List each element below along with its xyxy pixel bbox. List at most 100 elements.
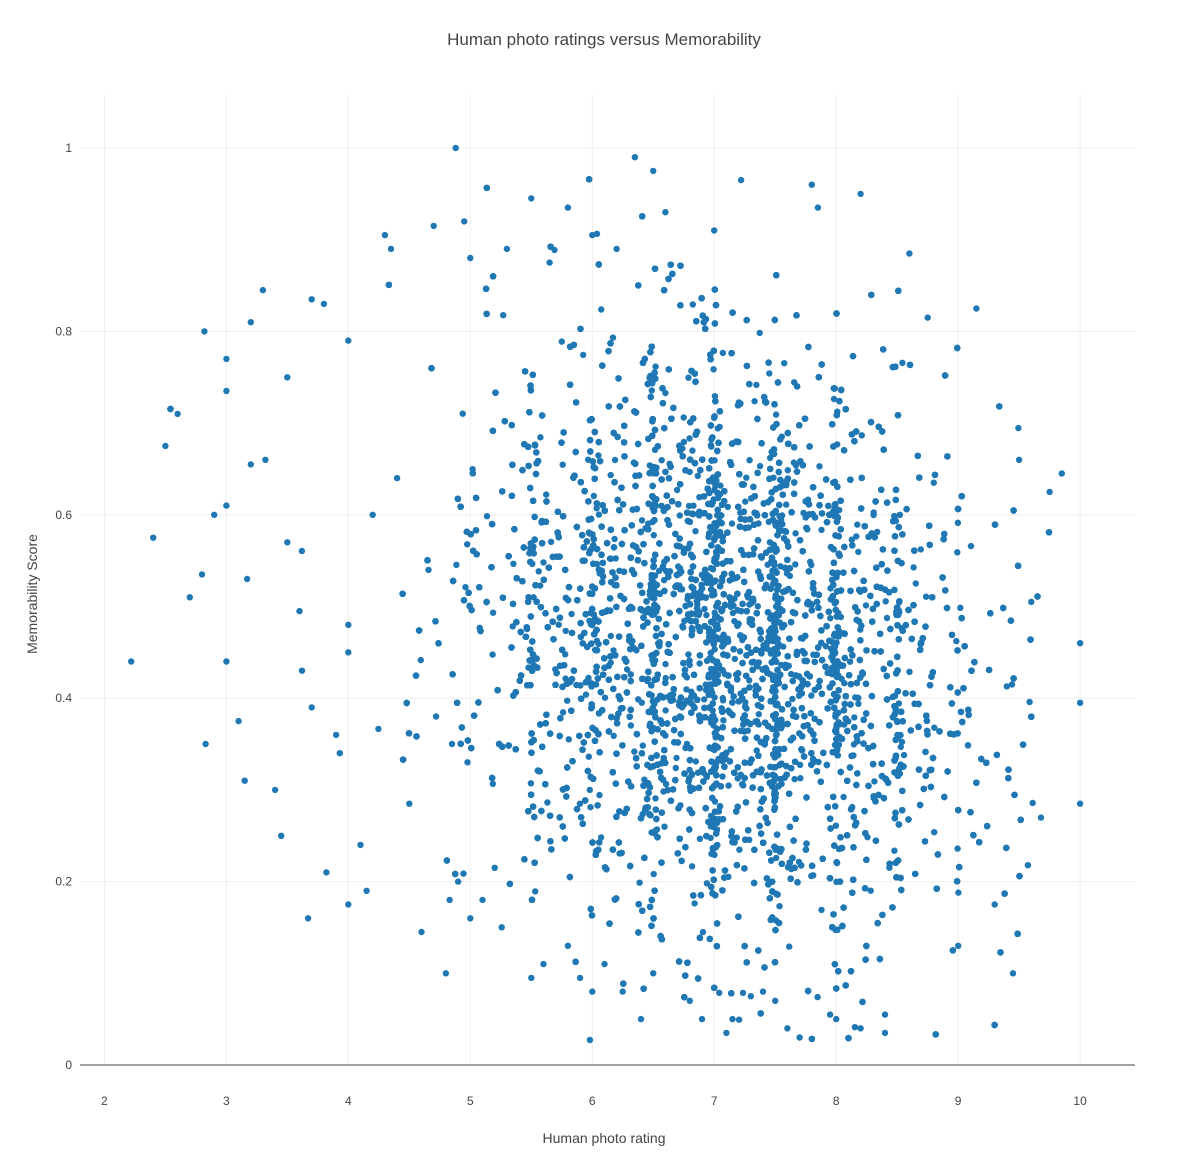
scatter-point (719, 697, 727, 704)
scatter-point (652, 795, 659, 802)
scatter-point (766, 454, 774, 462)
scatter-point (417, 656, 424, 664)
scatter-point (848, 536, 855, 543)
scatter-point (1026, 698, 1033, 706)
scatter-point (623, 666, 631, 673)
scatter-point (662, 660, 669, 668)
scatter-point (846, 658, 854, 665)
scatter-point (595, 452, 602, 459)
scatter-point (650, 870, 657, 878)
scatter-point (808, 872, 815, 880)
scatter-point (796, 761, 804, 768)
scatter-point (867, 887, 874, 894)
grid-lines (80, 95, 1135, 1065)
scatter-point (1015, 424, 1022, 432)
scatter-point (684, 595, 691, 603)
scatter-point (719, 773, 726, 780)
scatter-point (1003, 683, 1010, 690)
scatter-point (772, 411, 780, 418)
scatter-point (532, 888, 539, 895)
scatter-point (559, 709, 567, 716)
scatter-point (701, 696, 708, 703)
scatter-point (527, 780, 535, 787)
scatter-point (851, 1023, 859, 1031)
scatter-point (648, 387, 655, 394)
scatter-point (692, 758, 699, 765)
scatter-point (662, 674, 669, 682)
scatter-point (917, 546, 924, 553)
scatter-point (564, 697, 571, 704)
scatter-points (128, 144, 1084, 1044)
scatter-point (685, 374, 692, 381)
scatter-point (680, 438, 688, 446)
scatter-point (717, 482, 724, 489)
scatter-point (562, 651, 569, 658)
scatter-point (375, 725, 382, 733)
scatter-point (627, 671, 634, 678)
scatter-point (808, 561, 815, 569)
scatter-point (607, 632, 614, 640)
scatter-point (425, 566, 432, 574)
scatter-point (595, 511, 603, 518)
scatter-point (593, 637, 601, 644)
scatter-point (585, 753, 592, 760)
scatter-point (896, 511, 904, 518)
scatter-point (874, 528, 881, 536)
scatter-point (840, 793, 847, 801)
scatter-point (587, 804, 594, 811)
scatter-point (1024, 862, 1032, 869)
scatter-point (898, 738, 906, 746)
scatter-point (500, 312, 507, 319)
scatter-point (462, 584, 469, 591)
scatter-point (953, 637, 960, 645)
scatter-point (580, 351, 587, 359)
scatter-point (931, 829, 938, 836)
scatter-point (797, 775, 804, 782)
scatter-point (756, 329, 763, 337)
scatter-point (690, 502, 697, 509)
scatter-point (652, 363, 659, 370)
scatter-point (792, 462, 800, 469)
scatter-point (562, 675, 569, 682)
scatter-point (899, 359, 906, 366)
scatter-point (711, 393, 719, 400)
scatter-point (568, 610, 575, 618)
scatter-point (460, 870, 467, 877)
scatter-point (816, 463, 823, 470)
scatter-point (882, 598, 889, 605)
scatter-point (1037, 814, 1045, 821)
scatter-point (689, 447, 696, 454)
scatter-point (1008, 681, 1016, 688)
scatter-point (818, 526, 825, 534)
scatter-point (776, 513, 783, 520)
scatter-point (699, 928, 707, 936)
scatter-point (489, 780, 496, 787)
scatter-point (773, 854, 780, 862)
scatter-point (680, 414, 687, 421)
scatter-point (706, 523, 714, 531)
scatter-point (696, 835, 704, 842)
scatter-point (931, 724, 938, 731)
scatter-point (851, 714, 858, 721)
scatter-point (743, 474, 750, 481)
scatter-point (830, 395, 838, 403)
scatter-point (590, 492, 597, 500)
scatter-point (967, 542, 975, 550)
scatter-point (814, 993, 821, 1001)
scatter-point (753, 747, 760, 754)
scatter-point (897, 743, 904, 751)
scatter-point (883, 614, 891, 622)
scatter-point (464, 541, 471, 548)
scatter-point (547, 538, 555, 546)
scatter-point (808, 692, 815, 699)
scatter-point (703, 611, 710, 619)
scatter-point (742, 498, 749, 505)
scatter-point (791, 775, 798, 783)
scatter-point (598, 306, 605, 313)
scatter-point (638, 517, 646, 524)
scatter-point (870, 511, 877, 519)
scatter-point (586, 786, 593, 794)
scatter-point (683, 686, 690, 693)
scatter-point (676, 512, 683, 519)
